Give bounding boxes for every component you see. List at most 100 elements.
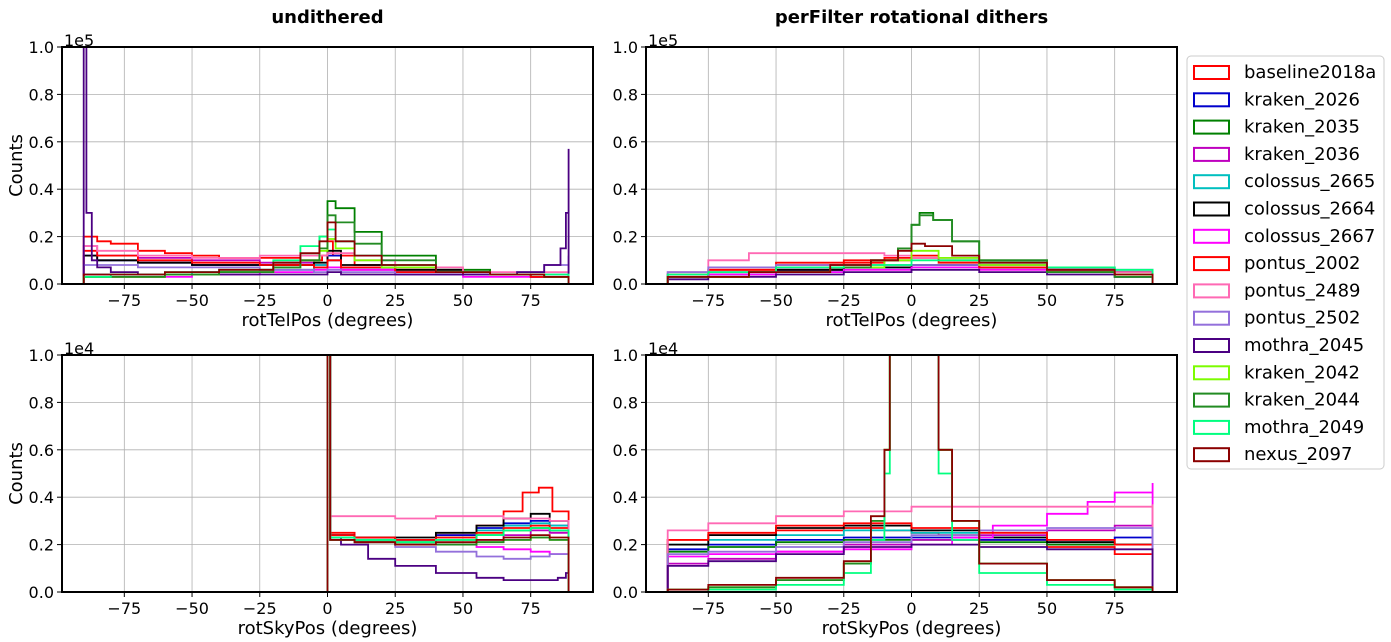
x-tick-label: −50 (759, 599, 793, 618)
y-tick-label: 0.0 (29, 583, 54, 602)
legend-label: mothra_2049 (1244, 417, 1364, 438)
x-tick-label: 75 (521, 291, 541, 310)
legend-swatch (1193, 256, 1230, 272)
series-line-pontus_2002 (666, 522, 1154, 592)
y-axis-label: Counts (6, 442, 27, 505)
legend-swatch (1193, 119, 1230, 135)
x-tick-label: 25 (385, 291, 405, 310)
x-tick-label: −75 (691, 291, 725, 310)
axis-offset-text: 1e5 (648, 31, 678, 50)
legend-label: kraken_2044 (1244, 390, 1360, 411)
x-tick-label: 50 (1037, 291, 1057, 310)
x-axis-label: rotSkyPos (degrees) (238, 618, 418, 639)
axis-offset-text: 1e4 (64, 339, 94, 358)
legend-label: colossus_2664 (1244, 199, 1375, 220)
x-tick-label: 75 (1105, 599, 1125, 618)
y-tick-label: 0.4 (613, 180, 638, 199)
legend-label: baseline2018a (1244, 62, 1376, 83)
legend-swatch (1193, 65, 1230, 80)
y-tick-label: 0.4 (29, 180, 54, 199)
x-tick-label: 25 (969, 291, 989, 310)
x-tick-label: −25 (827, 599, 861, 618)
x-tick-label: 75 (1105, 291, 1125, 310)
x-tick-label: −25 (243, 291, 277, 310)
series-line-pontus_2502 (666, 527, 1154, 592)
x-tick-label: 50 (453, 599, 473, 618)
y-axis-label: Counts (6, 134, 27, 197)
series-line-pontus_2002 (666, 257, 1154, 284)
series-line-kraken_2042 (666, 355, 1154, 592)
y-tick-label: 0.0 (613, 275, 638, 294)
series-line-mothra_2045 (82, 47, 570, 284)
legend-swatch (1193, 365, 1230, 381)
x-tick-label: 0 (322, 599, 332, 618)
legend-swatch (1193, 283, 1230, 299)
x-tick-label: 50 (1037, 599, 1057, 618)
legend: baseline2018a kraken_2026 kraken_2035krake… (1186, 55, 1385, 470)
y-tick-label: 0.6 (613, 133, 638, 152)
y-tick-label: 0.6 (29, 133, 54, 152)
x-tick-label: 0 (906, 599, 916, 618)
legend-label: kraken_2042 (1244, 362, 1360, 383)
legend-label: pontus_2002 (1244, 253, 1361, 274)
series-line-nexus_2097 (326, 355, 570, 592)
y-tick-label: 0.2 (29, 536, 54, 555)
series-line-pontus_2502 (326, 355, 570, 592)
series-line-nexus_2097 (82, 221, 570, 284)
legend-swatch (1193, 201, 1230, 217)
x-tick-label: −25 (827, 291, 861, 310)
series-line-mothra_2045 (666, 543, 1154, 592)
y-tick-label: 1.0 (613, 346, 638, 365)
x-axis-label: rotSkyPos (degrees) (822, 618, 1002, 639)
series-line-colossus_2667 (82, 266, 570, 284)
legend-label: kraken_2036 (1244, 144, 1360, 165)
x-tick-label: −50 (175, 599, 209, 618)
legend-swatch (1193, 146, 1230, 162)
y-tick-label: 0.4 (613, 488, 638, 507)
y-tick-label: 0.8 (29, 85, 54, 104)
panel-3: −75 −50 −25 0 25 50 75 0.0 0.2 0.4 0.6 0.8 1.0 1e4 rot… (6, 339, 594, 639)
x-tick-label: −50 (175, 291, 209, 310)
y-tick-label: 1.0 (613, 38, 638, 57)
axis-offset-text: 1e5 (64, 31, 94, 50)
legend-swatch (1193, 419, 1230, 435)
legend-label: nexus_2097 (1244, 444, 1352, 465)
x-tick-label: −75 (691, 599, 725, 618)
x-tick-label: 50 (453, 291, 473, 310)
legend-swatch (1193, 310, 1230, 326)
y-tick-label: 0.2 (613, 228, 638, 247)
x-tick-label: 25 (969, 599, 989, 618)
y-tick-label: 0.8 (613, 393, 638, 412)
y-tick-label: 0.6 (613, 441, 638, 460)
legend-label: kraken_2026 (1244, 89, 1360, 110)
y-tick-label: 0.0 (613, 583, 638, 602)
x-axis-label: rotTelPos (degrees) (242, 310, 414, 331)
y-tick-label: 0.6 (29, 441, 54, 460)
y-tick-label: 0.0 (29, 275, 54, 294)
legend-label: pontus_2489 (1244, 280, 1361, 301)
series-group (82, 47, 570, 284)
y-tick-label: 0.2 (613, 536, 638, 555)
series-group (666, 212, 1154, 284)
x-tick-label: 25 (385, 599, 405, 618)
series-line-pontus_2489 (666, 504, 1154, 592)
series-group (666, 355, 1154, 592)
series-line-mothra_2049 (667, 355, 1154, 592)
legend-swatch (1193, 447, 1230, 463)
x-tick-label: −75 (107, 599, 141, 618)
panel-2: −75 −50 −25 0 25 50 75 0.0 0.2 0.4 0.6 0.8 1.0 1e5 per… (613, 7, 1178, 331)
series-group (326, 355, 570, 592)
legend-label: mothra_2045 (1244, 335, 1364, 356)
series-line-nexus_2097 (666, 355, 1154, 592)
panel-1: −75 −50 −25 0 25 50 75 0.0 0.2 0.4 0.6 0.8 1.0 1e5 und… (6, 7, 594, 331)
x-tick-label: −50 (759, 291, 793, 310)
x-axis-label: rotTelPos (degrees) (826, 310, 998, 331)
series-line-kraken_2044 (666, 355, 1154, 592)
legend-label: colossus_2667 (1244, 226, 1375, 247)
legend-label: colossus_2665 (1244, 171, 1375, 192)
axis-offset-text: 1e4 (648, 339, 678, 358)
y-tick-label: 1.0 (29, 38, 54, 57)
x-tick-label: 75 (521, 599, 541, 618)
x-tick-label: −75 (107, 291, 141, 310)
